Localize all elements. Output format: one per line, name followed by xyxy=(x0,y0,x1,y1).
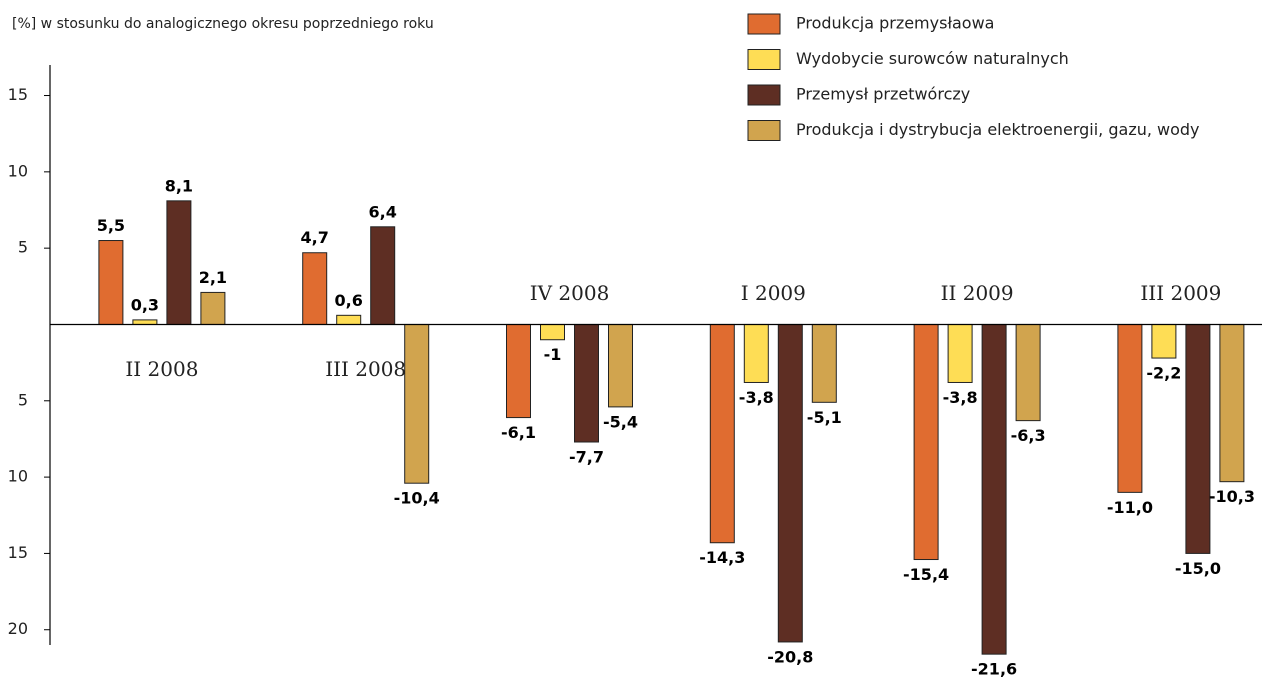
data-label: 0,3 xyxy=(131,295,159,314)
y-tick-label: 20 xyxy=(8,619,28,638)
bar xyxy=(1185,323,1211,554)
bar xyxy=(1117,323,1143,493)
bar xyxy=(98,240,124,325)
data-label: -15,4 xyxy=(903,565,949,584)
data-label: 6,4 xyxy=(369,202,397,221)
bar xyxy=(574,323,599,443)
bar xyxy=(302,252,328,325)
legend-label: Wydobycie surowców naturalnych xyxy=(796,49,1069,68)
bar xyxy=(608,323,633,408)
y-tick-label: 10 xyxy=(8,467,28,486)
legend-swatch xyxy=(747,49,781,70)
bar xyxy=(1219,323,1245,483)
bar xyxy=(1015,323,1041,422)
bar xyxy=(777,323,803,643)
data-label: -5,4 xyxy=(603,412,638,431)
bar xyxy=(981,323,1007,655)
bar xyxy=(200,291,226,325)
bar xyxy=(132,319,158,325)
bar xyxy=(811,323,837,403)
y-tick-label: 5 xyxy=(18,238,28,257)
legend-swatch xyxy=(747,84,781,106)
bar xyxy=(370,226,396,325)
bar xyxy=(404,323,430,484)
bar xyxy=(947,323,973,383)
bar xyxy=(913,323,939,561)
data-label: -2,2 xyxy=(1146,364,1181,383)
data-label: -15,0 xyxy=(1175,559,1221,578)
data-label: -6,3 xyxy=(1011,426,1046,445)
legend-swatch xyxy=(747,13,781,35)
data-label: -5,1 xyxy=(807,408,842,427)
y-axis-label: [%] w stosunku do analogicznego okresu p… xyxy=(12,16,434,32)
data-label: -1 xyxy=(544,345,562,364)
bar xyxy=(540,323,565,341)
y-tick-label: 5 xyxy=(18,390,28,409)
data-label: -7,7 xyxy=(569,448,604,467)
bar xyxy=(336,314,362,325)
data-label: -21,6 xyxy=(971,660,1017,679)
data-label: 0,6 xyxy=(335,291,363,310)
legend-label: Produkcja przemysłaowa xyxy=(796,14,994,33)
bar xyxy=(506,323,531,419)
legend-label: Przemysł przetwórczy xyxy=(796,85,970,104)
x-tick-label: IV 2008 xyxy=(530,281,610,305)
bar xyxy=(709,323,735,544)
x-tick-label: I 2009 xyxy=(741,281,806,305)
data-label: -3,8 xyxy=(739,388,774,407)
data-label: 8,1 xyxy=(165,176,193,195)
data-label: -3,8 xyxy=(943,388,978,407)
y-tick-label: 15 xyxy=(8,543,28,562)
legend-label: Produkcja i dystrybucja elektroenergii, … xyxy=(796,120,1200,139)
bar xyxy=(1151,323,1177,359)
data-label: -11,0 xyxy=(1107,498,1153,517)
x-tick-label: II 2008 xyxy=(125,357,198,381)
data-label: -20,8 xyxy=(767,647,813,666)
x-tick-label: III 2008 xyxy=(325,357,406,381)
y-tick-label: 15 xyxy=(8,85,28,104)
y-tick-label: 10 xyxy=(8,161,28,180)
data-label: -10,4 xyxy=(394,489,440,508)
x-tick-label: III 2009 xyxy=(1140,281,1221,305)
bar xyxy=(743,323,769,383)
x-tick-label: II 2009 xyxy=(941,281,1014,305)
data-label: 5,5 xyxy=(97,216,125,235)
bar xyxy=(166,200,192,325)
data-label: 4,7 xyxy=(301,228,329,247)
data-label: -10,3 xyxy=(1209,487,1255,506)
data-label: 2,1 xyxy=(199,268,227,287)
data-label: -14,3 xyxy=(699,548,745,567)
data-label: -6,1 xyxy=(501,423,536,442)
legend-swatch xyxy=(747,120,781,141)
